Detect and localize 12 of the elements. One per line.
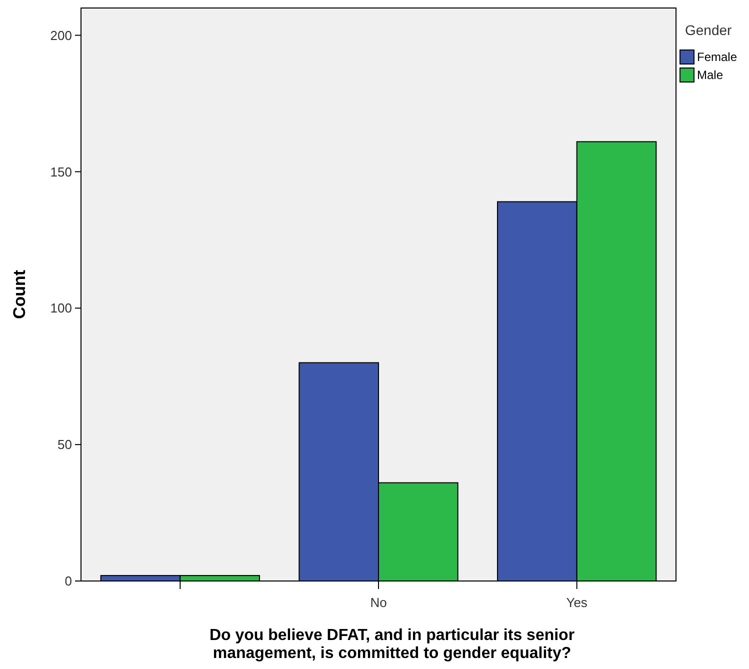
y-tick-label: 150: [50, 164, 72, 180]
legend-label: Male: [697, 68, 724, 82]
x-axis-title: Do you believe DFAT, and in particular its senior management, is committed to gender equality?: [209, 627, 575, 662]
legend-label: Female: [697, 50, 738, 64]
x-tick-label: No: [370, 595, 387, 610]
x-tick-label: Yes: [566, 595, 588, 610]
y-tick-label: 200: [50, 28, 72, 43]
legend-title: Gender: [685, 22, 732, 38]
y-axis-title: Count: [10, 270, 29, 320]
y-tick-label: 0: [64, 574, 72, 589]
y-tick-label: 100: [50, 300, 72, 316]
y-tick-label: 50: [58, 437, 72, 452]
